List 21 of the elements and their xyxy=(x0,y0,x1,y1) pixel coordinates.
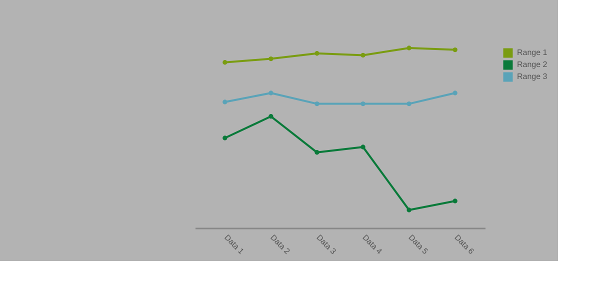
legend-label: Range 3 xyxy=(517,72,548,81)
point xyxy=(360,144,366,150)
point xyxy=(452,90,458,96)
legend-label: Range 1 xyxy=(517,48,548,57)
point xyxy=(406,208,412,212)
point xyxy=(406,101,412,106)
point xyxy=(406,46,412,50)
point xyxy=(268,56,274,62)
legend-label: Range 2 xyxy=(517,60,548,69)
point xyxy=(314,101,320,106)
point xyxy=(222,60,228,65)
point xyxy=(360,52,366,58)
point xyxy=(314,51,320,56)
point xyxy=(452,47,458,52)
point xyxy=(222,100,228,104)
point xyxy=(222,136,228,140)
point xyxy=(360,101,366,106)
point xyxy=(452,198,458,204)
point xyxy=(268,90,274,96)
point xyxy=(314,150,320,155)
point xyxy=(268,114,274,119)
